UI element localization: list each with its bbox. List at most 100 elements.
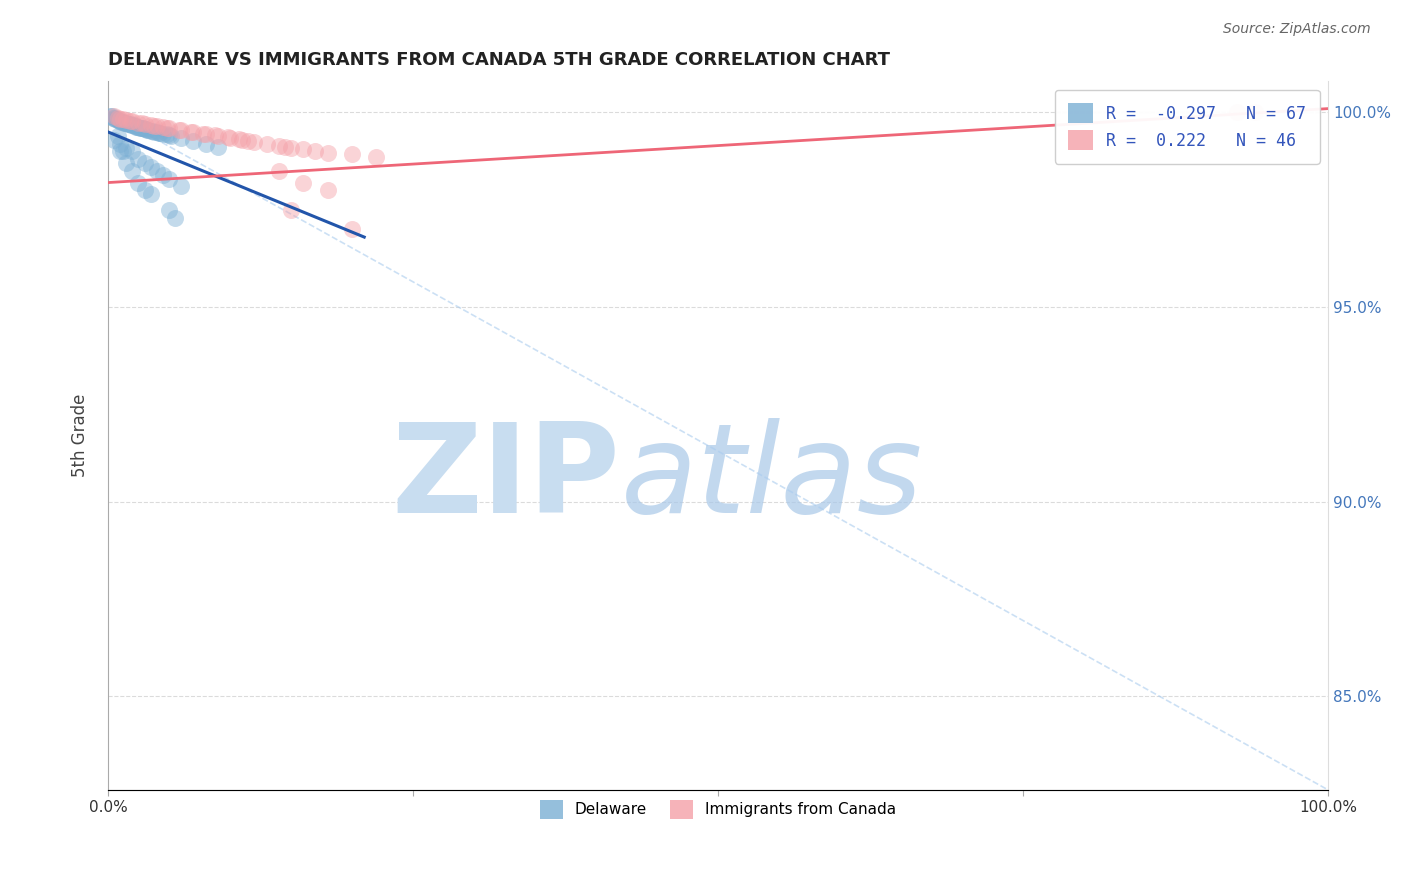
- Point: [108, 113, 131, 128]
- Point: [136, 122, 159, 136]
- Point: [304, 145, 326, 159]
- Point: [180, 124, 202, 138]
- Point: [157, 128, 180, 142]
- Point: [207, 140, 229, 154]
- Point: [194, 136, 217, 151]
- Point: [238, 134, 260, 148]
- Point: [183, 134, 205, 148]
- Point: [128, 115, 150, 129]
- Point: [103, 112, 125, 126]
- Point: [108, 114, 131, 128]
- Point: [129, 121, 152, 136]
- Point: [340, 147, 363, 161]
- Point: [108, 112, 131, 127]
- Point: [117, 117, 139, 131]
- Point: [131, 121, 153, 136]
- Point: [107, 112, 129, 126]
- Point: [107, 128, 129, 143]
- Point: [155, 120, 177, 135]
- Point: [152, 120, 174, 135]
- Y-axis label: 5th Grade: 5th Grade: [72, 394, 89, 477]
- Point: [121, 118, 143, 132]
- Point: [149, 126, 172, 140]
- Point: [167, 122, 190, 136]
- Point: [135, 122, 157, 136]
- Point: [134, 156, 156, 170]
- Point: [170, 123, 193, 137]
- Point: [136, 123, 159, 137]
- Point: [139, 160, 162, 174]
- Point: [110, 115, 132, 129]
- Point: [316, 146, 339, 161]
- Point: [111, 145, 134, 159]
- Point: [280, 140, 302, 154]
- Point: [121, 164, 143, 178]
- Point: [143, 119, 166, 133]
- Point: [111, 112, 134, 127]
- Point: [217, 130, 239, 145]
- Point: [103, 109, 125, 123]
- Point: [131, 116, 153, 130]
- Point: [139, 187, 162, 202]
- Point: [256, 136, 278, 151]
- Point: [143, 124, 166, 138]
- Point: [101, 111, 124, 125]
- Point: [274, 140, 297, 154]
- Point: [125, 120, 148, 134]
- Point: [243, 135, 266, 149]
- Point: [132, 121, 155, 136]
- Point: [128, 120, 150, 134]
- Point: [157, 171, 180, 186]
- Text: ZIP: ZIP: [392, 417, 620, 539]
- Point: [146, 164, 169, 178]
- Point: [108, 145, 131, 159]
- Point: [228, 132, 250, 146]
- Point: [340, 222, 363, 236]
- Point: [280, 202, 302, 217]
- Point: [114, 116, 136, 130]
- Point: [134, 117, 156, 131]
- Point: [100, 109, 122, 123]
- Point: [157, 202, 180, 217]
- Point: [194, 127, 217, 141]
- Point: [170, 179, 193, 194]
- Point: [115, 156, 138, 170]
- Point: [204, 128, 226, 143]
- Point: [191, 127, 214, 141]
- Point: [292, 143, 315, 157]
- Text: atlas: atlas: [620, 417, 922, 539]
- Point: [118, 117, 141, 131]
- Point: [152, 127, 174, 141]
- Point: [108, 136, 131, 151]
- Point: [115, 116, 138, 130]
- Point: [112, 115, 135, 129]
- Point: [267, 164, 290, 178]
- Point: [152, 168, 174, 182]
- Text: Source: ZipAtlas.com: Source: ZipAtlas.com: [1223, 22, 1371, 37]
- Point: [1244, 105, 1267, 120]
- Point: [128, 120, 150, 135]
- Point: [118, 114, 141, 128]
- Point: [219, 130, 242, 145]
- Point: [160, 128, 183, 143]
- Point: [118, 117, 141, 131]
- Point: [139, 124, 162, 138]
- Point: [107, 113, 129, 128]
- Point: [134, 121, 156, 136]
- Text: DELAWARE VS IMMIGRANTS FROM CANADA 5TH GRADE CORRELATION CHART: DELAWARE VS IMMIGRANTS FROM CANADA 5TH G…: [108, 51, 890, 69]
- Point: [165, 211, 187, 225]
- Point: [316, 183, 339, 197]
- Point: [148, 126, 170, 140]
- Point: [121, 145, 143, 159]
- Point: [142, 124, 165, 138]
- Point: [121, 114, 143, 128]
- Point: [134, 183, 156, 197]
- Point: [267, 138, 290, 153]
- Point: [127, 120, 149, 134]
- Point: [366, 150, 388, 164]
- Point: [170, 130, 193, 145]
- Point: [1226, 105, 1249, 120]
- Point: [103, 133, 125, 147]
- Point: [105, 112, 128, 127]
- Point: [231, 133, 253, 147]
